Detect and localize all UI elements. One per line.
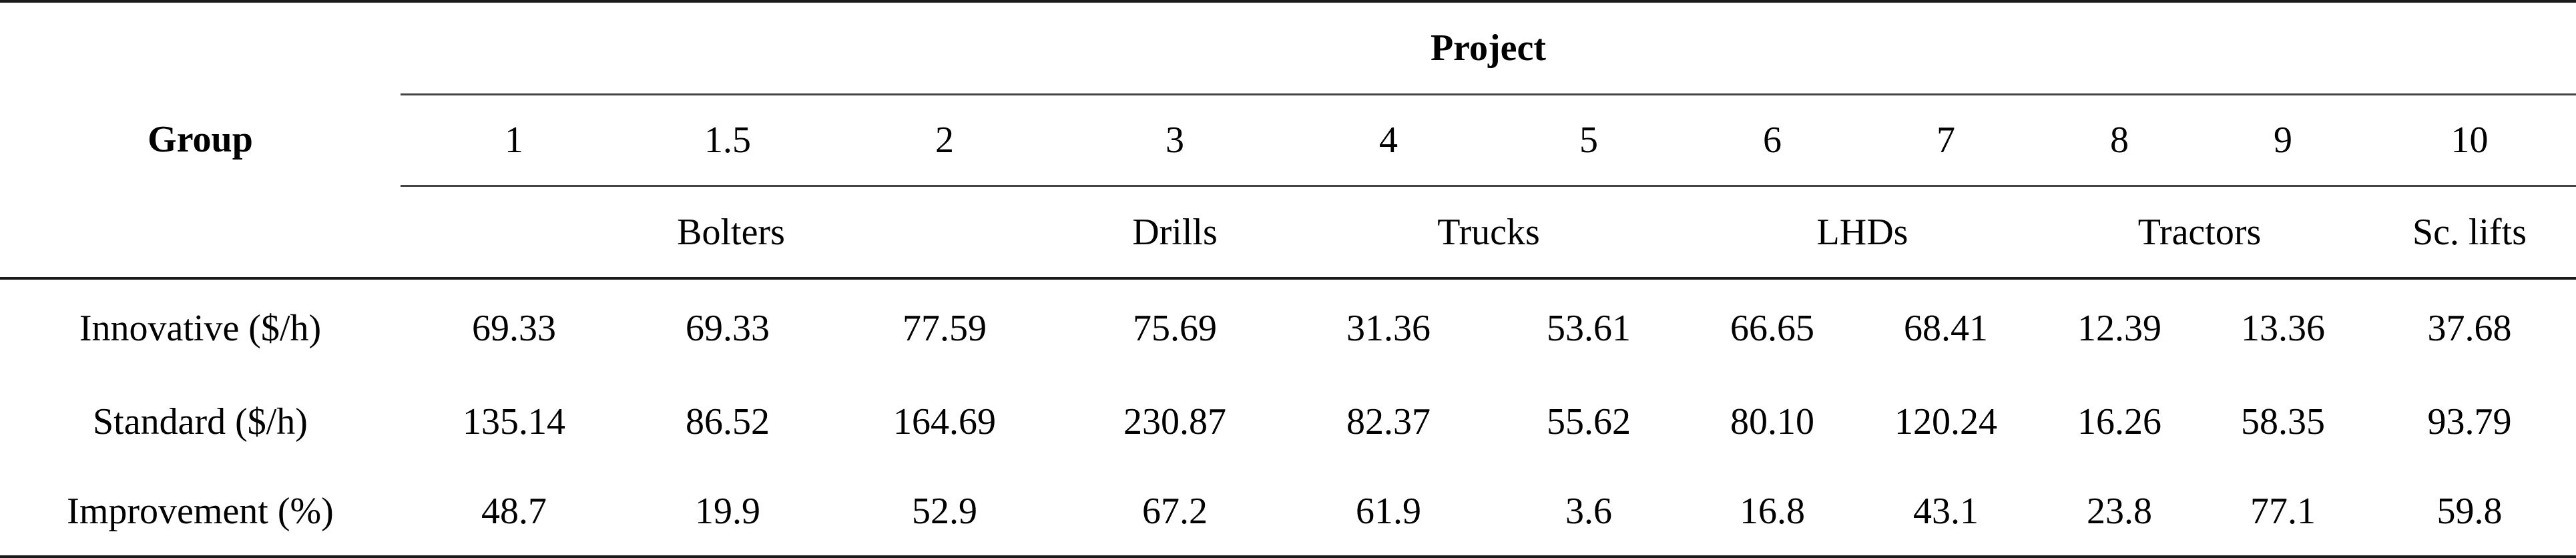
project-number: 4 [1379, 119, 1398, 161]
table-cell: 69.33 [686, 307, 770, 349]
row-label: Improvement (%) [67, 491, 334, 532]
table-cell: 66.65 [1730, 307, 1814, 349]
table-cell: 69.33 [472, 307, 556, 349]
table-cell: 68.41 [1904, 307, 1988, 349]
equipment-group: Drills [1132, 211, 1218, 253]
table-cell: 55.62 [1547, 401, 1631, 443]
table-cell: 48.7 [481, 491, 547, 532]
table-cell: 53.61 [1547, 307, 1631, 349]
project-number: 5 [1579, 119, 1598, 161]
project-number: 2 [935, 119, 954, 161]
number-rule [401, 185, 2576, 187]
project-number: 3 [1166, 119, 1184, 161]
equipment-group: LHDs [1816, 211, 1908, 253]
table-cell: 164.69 [893, 401, 996, 443]
equipment-group: Bolters [677, 211, 785, 253]
table-cell: 86.52 [686, 401, 770, 443]
table-cell: 82.37 [1346, 401, 1431, 443]
bottom-rule [0, 555, 2576, 558]
table-cell: 37.68 [2427, 307, 2512, 349]
equipment-group: Sc. lifts [2412, 211, 2527, 253]
table-cell: 19.9 [695, 491, 760, 532]
table-cell: 16.26 [2077, 401, 2161, 443]
table-cell: 67.2 [1142, 491, 1208, 532]
table-cell: 13.36 [2241, 307, 2325, 349]
header-bottom-rule [0, 277, 2576, 280]
project-number: 8 [2110, 119, 2129, 161]
table-cell: 75.69 [1133, 307, 1217, 349]
table-cell: 23.8 [2087, 491, 2152, 532]
row-label: Standard ($/h) [93, 401, 308, 443]
table-cell: 61.9 [1356, 491, 1421, 532]
project-number: 7 [1937, 119, 1955, 161]
top-rule [0, 0, 2576, 3]
table-cell: 120.24 [1894, 401, 1997, 443]
table-cell: 31.36 [1346, 307, 1431, 349]
table-cell: 77.1 [2250, 491, 2316, 532]
project-number: 9 [2274, 119, 2292, 161]
project-number: 10 [2451, 119, 2489, 161]
group-header: Group [148, 118, 253, 160]
table-cell: 80.10 [1730, 401, 1814, 443]
project-rule [401, 93, 2576, 95]
project-number: 1.5 [704, 119, 751, 161]
table-cell: 59.8 [2436, 491, 2503, 532]
table-cell: 135.14 [463, 401, 565, 443]
project-header: Project [1430, 27, 1547, 69]
table-cell: 93.79 [2427, 401, 2512, 443]
row-label: Innovative ($/h) [79, 307, 322, 349]
project-number: 1 [505, 119, 523, 161]
table-cell: 77.59 [903, 307, 987, 349]
table-cell: 58.35 [2241, 401, 2325, 443]
equipment-group: Trucks [1437, 211, 1540, 253]
table-cell: 52.9 [912, 491, 977, 532]
table-cell: 43.1 [1913, 491, 1979, 532]
table-cell: 16.8 [1740, 491, 1805, 532]
table-cell: 12.39 [2077, 307, 2161, 349]
table-cell: 3.6 [1565, 491, 1612, 532]
table-cell: 230.87 [1123, 401, 1226, 443]
project-number: 6 [1763, 119, 1782, 161]
equipment-group: Tractors [2137, 211, 2262, 253]
